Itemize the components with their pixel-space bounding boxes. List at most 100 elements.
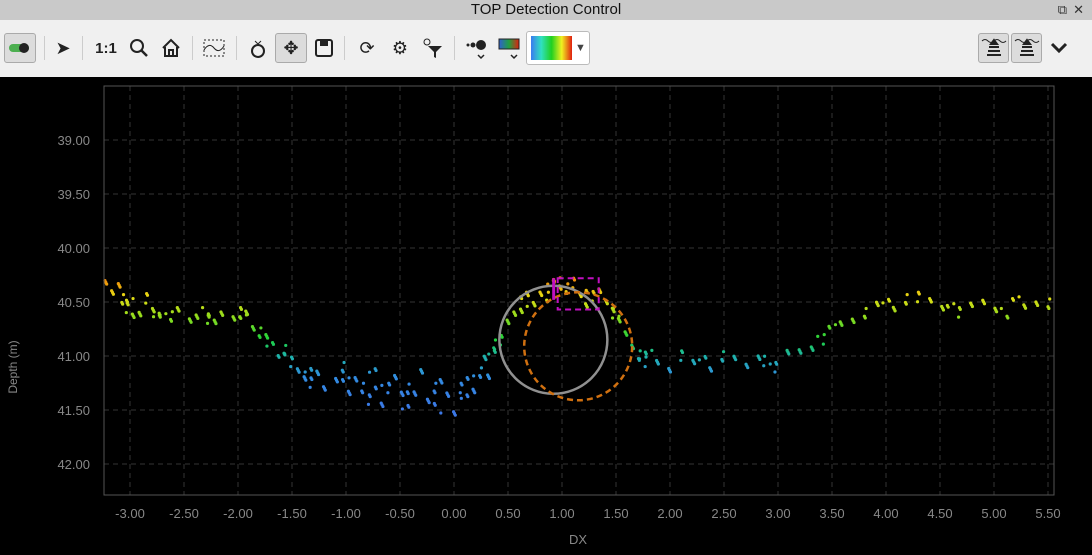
data-point <box>368 395 372 399</box>
data-point <box>348 393 352 397</box>
data-point <box>380 383 384 387</box>
data-point <box>1011 298 1016 302</box>
data-point <box>864 306 868 311</box>
data-point <box>612 310 616 314</box>
data-point <box>214 322 218 326</box>
data-point <box>572 278 577 282</box>
y-tick-label: 40.50 <box>57 295 90 310</box>
data-point <box>840 323 844 327</box>
filter-icon[interactable] <box>420 33 446 63</box>
ring-icon[interactable] <box>246 33 270 63</box>
chevron-down-icon[interactable] <box>1046 33 1072 63</box>
data-point <box>484 358 488 362</box>
data-point <box>460 383 464 387</box>
y-axis-label: Depth (m) <box>6 340 20 393</box>
x-tick-label: 2.00 <box>657 506 682 521</box>
data-point <box>447 394 451 398</box>
data-point <box>952 302 956 306</box>
plot-frame <box>103 85 1055 496</box>
data-point <box>361 391 365 395</box>
data-point <box>513 313 518 317</box>
data-point <box>852 320 856 325</box>
window-title-bar: TOP Detection Control ⧉ ✕ <box>0 0 1092 20</box>
data-point <box>283 353 287 357</box>
save-icon[interactable] <box>311 33 337 63</box>
data-point <box>863 316 867 320</box>
x-tick-label: -2.50 <box>169 506 199 521</box>
data-point <box>308 385 312 389</box>
dropdown-arrow-icon: ▼ <box>575 42 586 54</box>
pan-move-icon[interactable]: ✥ <box>275 33 307 63</box>
data-point <box>487 352 491 356</box>
sonar-icon-2[interactable] <box>1011 33 1042 63</box>
x-tick-label: 0.50 <box>495 506 520 521</box>
data-point <box>709 369 714 373</box>
data-point <box>207 314 211 318</box>
refresh-icon[interactable]: ⟳ <box>359 37 375 58</box>
data-point <box>721 359 725 363</box>
data-point <box>579 295 583 299</box>
sonar-icon[interactable] <box>978 33 1009 63</box>
data-point <box>946 305 950 309</box>
data-point <box>189 320 193 324</box>
x-tick-label: -1.50 <box>277 506 307 521</box>
data-point <box>394 377 398 381</box>
data-point <box>170 310 174 314</box>
data-point <box>811 348 815 352</box>
settings-icon[interactable]: ⚙ <box>391 37 409 58</box>
x-tick-label: 5.50 <box>1035 506 1060 521</box>
y-tick-label: 39.00 <box>57 133 90 148</box>
data-point <box>265 344 269 348</box>
data-point <box>693 362 697 366</box>
data-point <box>917 292 921 296</box>
data-point <box>970 304 975 309</box>
data-point <box>546 290 550 294</box>
x-tick-label: -2.00 <box>223 506 253 521</box>
data-point <box>459 396 463 400</box>
data-point <box>605 302 609 306</box>
data-point <box>164 312 168 316</box>
data-point <box>999 306 1003 311</box>
magnify-icon[interactable] <box>126 33 152 63</box>
data-point <box>566 282 570 286</box>
colormap-select[interactable]: ▼ <box>526 31 590 65</box>
data-point <box>773 370 777 374</box>
data-point <box>525 304 529 308</box>
data-point <box>822 333 826 337</box>
data-point <box>366 402 371 406</box>
x-tick-label: -1.00 <box>331 506 361 521</box>
x-tick-label: 3.00 <box>765 506 790 521</box>
data-point <box>610 316 615 320</box>
data-point <box>893 309 897 313</box>
data-point <box>904 302 908 306</box>
y-tick-label: 39.50 <box>57 187 90 202</box>
data-point <box>341 370 345 374</box>
data-point <box>762 364 766 368</box>
colormap-gradient <box>531 36 572 60</box>
data-point <box>284 343 288 348</box>
data-point <box>472 374 476 378</box>
pointer-icon[interactable]: ➤ <box>55 37 71 58</box>
close-icon[interactable]: ✕ <box>1073 2 1084 17</box>
home-icon[interactable] <box>158 33 184 63</box>
data-point <box>145 293 150 297</box>
data-point <box>440 381 444 385</box>
data-point <box>177 309 181 313</box>
data-point <box>414 393 418 397</box>
restore-icon[interactable]: ⧉ <box>1057 2 1068 17</box>
depth-scatter-chart[interactable]: -3.00 -2.50 -2.00 -1.50 -1.00 -0.50 0.00 0.50 1.… <box>0 77 1092 555</box>
data-point <box>526 294 530 298</box>
zoom-1to1-button[interactable]: 1:1 <box>95 39 117 57</box>
data-point <box>297 370 301 374</box>
fit-circle <box>498 284 609 396</box>
data-point <box>420 371 425 375</box>
select-region-icon[interactable] <box>200 33 228 63</box>
toggle-icon[interactable] <box>4 33 36 63</box>
color-map-icon[interactable] <box>496 33 524 63</box>
data-point <box>473 391 477 395</box>
data-point <box>105 282 109 286</box>
point-size-icon[interactable] <box>462 33 492 63</box>
x-tick-label: 1.50 <box>603 506 628 521</box>
data-point <box>433 403 437 407</box>
y-tick-label: 41.50 <box>57 403 90 418</box>
